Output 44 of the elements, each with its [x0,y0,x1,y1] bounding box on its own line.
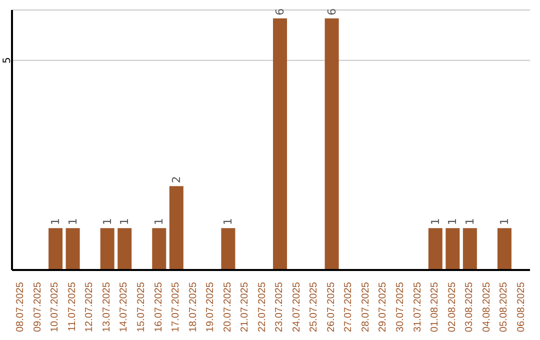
x-tick-label: 23.07.2025 [274,282,286,332]
data-label: 1 [118,218,132,226]
data-label: 2 [170,176,183,184]
data-label: 6 [325,8,338,16]
x-tick-label: 01.08.2025 [430,282,441,332]
x-tick-label: 12.07.2025 [84,282,96,332]
data-label: 1 [446,218,460,226]
data-label: 1 [498,218,511,226]
data-label: 1 [49,218,62,226]
x-tick-label: 14.07.2025 [118,282,130,332]
x-tick-label: 25.07.2025 [308,282,320,332]
data-label: 1 [152,218,166,226]
x-tick-label: 08.07.2025 [15,282,26,332]
data-label: 1 [66,218,80,226]
x-tick-label: 29.07.2025 [378,282,389,332]
x-tick-label: 03.08.2025 [464,282,476,332]
x-tick-label: 28.07.2025 [360,282,372,332]
x-tick-label: 30.07.2025 [395,282,406,332]
x-tick-label: 17.07.2025 [170,282,182,332]
x-tick-label: 06.08.2025 [516,282,527,332]
x-tick-label: 16.07.2025 [153,282,164,332]
x-tick-label: 18.07.2025 [188,282,199,332]
x-tick-label: 09.07.2025 [32,282,44,332]
x-tick-label: 24.07.2025 [291,282,302,332]
x-tick-label: 27.07.2025 [343,282,354,332]
data-label: 1 [100,218,114,226]
data-label: 1 [463,218,476,226]
data-label: 1 [222,218,235,226]
x-tick-label: 05.08.2025 [498,282,510,332]
x-tick-label: 31.07.2025 [412,282,424,332]
x-tick-label: 04.08.2025 [481,282,492,332]
x-tick-label: 22.07.2025 [256,282,268,332]
x-tick-label: 11.07.2025 [66,282,78,332]
x-tick-label: 02.08.2025 [446,282,458,332]
x-tick-label: 21.07.2025 [240,282,251,332]
x-tick-label: 20.07.2025 [222,282,234,332]
x-tick-label: 10.07.2025 [50,282,61,332]
data-label: 6 [274,8,286,16]
x-tick-label: 15.07.2025 [136,282,147,332]
x-tick-label: 19.07.2025 [205,282,216,332]
x-tick-label: 13.07.2025 [101,282,112,332]
y-tick-label: 5 [2,57,13,64]
data-label: 1 [428,218,442,226]
x-tick-label: 26.07.2025 [326,282,337,332]
